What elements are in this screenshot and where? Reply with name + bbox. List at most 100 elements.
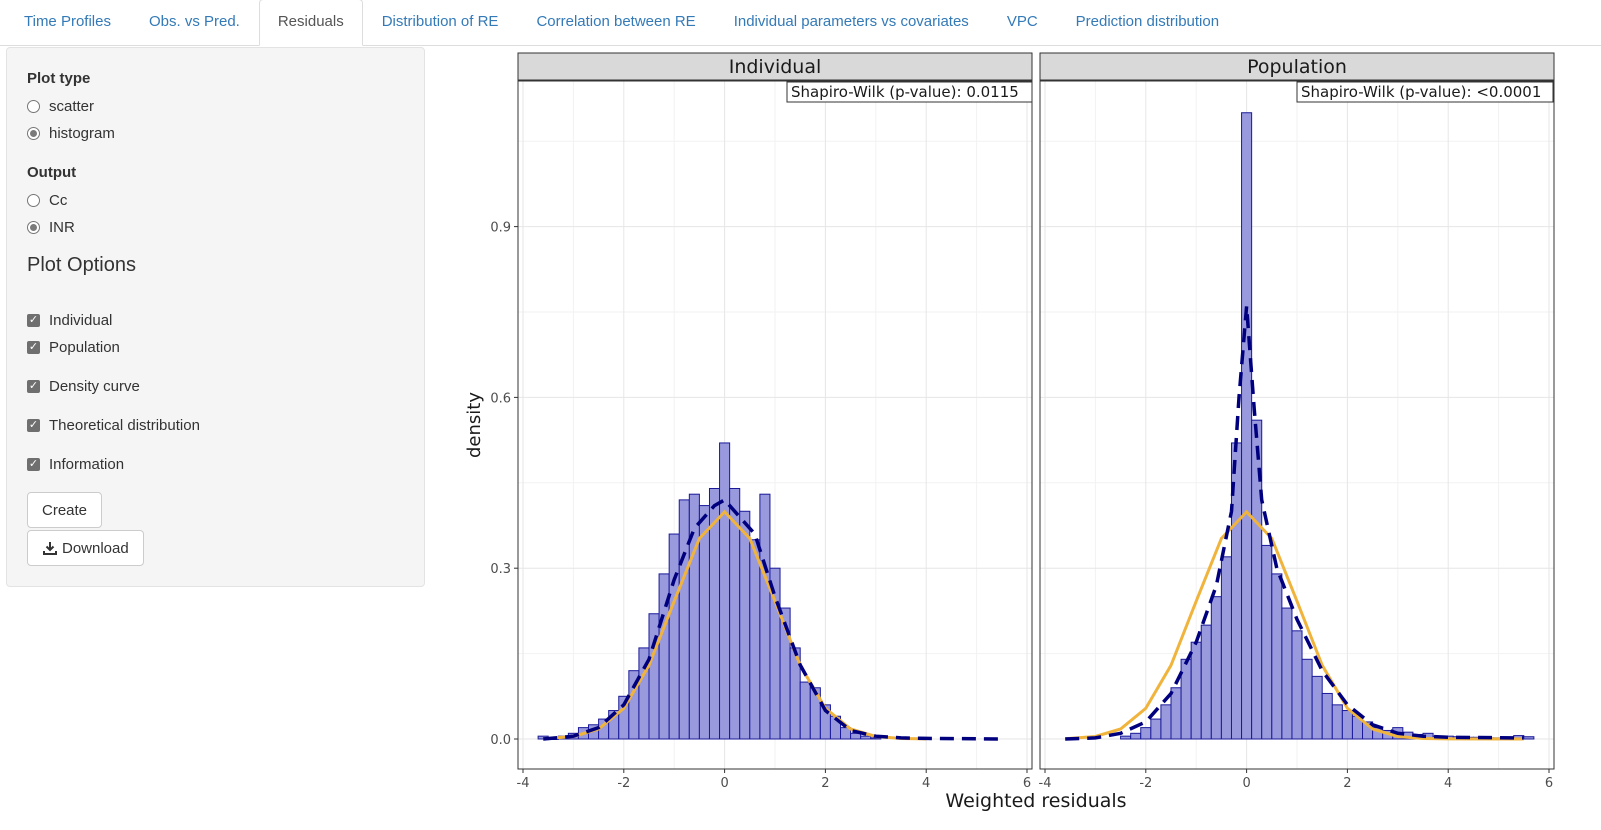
x-tick-label: 0 (720, 776, 728, 791)
radio-button[interactable] (27, 99, 40, 113)
radio-button[interactable] (27, 126, 40, 140)
histogram-bar (1180, 658, 1192, 740)
tab-vpc[interactable]: VPC (1006, 13, 1038, 30)
histogram-bar (1392, 727, 1404, 740)
radio-plot-type-scatter[interactable]: scatter (27, 96, 94, 116)
panel-border (1039, 80, 1555, 770)
histogram-bar (1301, 658, 1313, 740)
histogram-bar (708, 487, 721, 740)
y-axis-title: density (464, 392, 485, 458)
x-tick-label: -4 (1039, 776, 1052, 791)
density-curve (1065, 306, 1524, 741)
radio-label: histogram (49, 124, 115, 142)
histogram-bar (1251, 419, 1263, 740)
histogram-bar (618, 695, 630, 740)
x-tick-label: -2 (617, 776, 630, 791)
histogram-bar (1513, 735, 1525, 740)
histogram-bar (577, 727, 590, 740)
histogram-bar (809, 687, 821, 740)
histogram-bar (840, 727, 852, 740)
histogram-bar (1331, 704, 1343, 740)
histogram-bar (688, 493, 700, 740)
x-tick-label: 2 (821, 776, 829, 791)
histogram-bar (658, 573, 670, 740)
checkbox[interactable]: ✓ (27, 418, 40, 432)
histogram-bar (1422, 732, 1434, 740)
tab-individual-parameters-vs-covariates[interactable]: Individual parameters vs covariates (733, 13, 969, 30)
sidebar-panel: Plot type scatter histogram Output Cc IN… (6, 47, 425, 587)
x-tick-label: 6 (1545, 776, 1553, 791)
radio-button[interactable] (27, 220, 40, 234)
radio-button[interactable] (27, 193, 40, 207)
histogram-bar (588, 724, 600, 740)
histogram-bar (1462, 736, 1474, 740)
histogram-bar (1341, 710, 1353, 740)
checkbox-information[interactable]: ✓ Information (27, 454, 124, 474)
download-icon (42, 540, 58, 556)
histogram-bar (608, 710, 620, 740)
x-tick-label: -2 (1139, 776, 1152, 791)
plot-type-label: Plot type (27, 70, 91, 87)
histogram-bar (789, 647, 801, 740)
histogram-bar (729, 487, 741, 740)
tab-distribution-of-re[interactable]: Distribution of RE (381, 13, 499, 30)
histogram-bar (678, 499, 690, 740)
x-tick-label: 4 (1444, 776, 1452, 791)
histogram-bar (1372, 727, 1384, 740)
histogram-bar (1170, 687, 1182, 740)
facet-strip-label: Individual (729, 56, 822, 78)
tab-correlation-between-re[interactable]: Correlation between RE (536, 13, 696, 30)
tab-prediction-distribution[interactable]: Prediction distribution (1075, 13, 1220, 30)
density-curve (543, 497, 1002, 741)
histogram-bar (1412, 733, 1424, 740)
theoretical-distribution-curve (543, 509, 927, 741)
histogram-bar (769, 567, 781, 740)
checkbox-label: Population (49, 338, 120, 356)
output-label: Output (27, 164, 77, 181)
checkbox-label: Theoretical distribution (49, 416, 200, 434)
tab-residuals[interactable]: Residuals (258, 0, 363, 46)
histogram-bar (1523, 736, 1535, 740)
checkbox-population[interactable]: ✓ Population (27, 337, 120, 357)
checkbox-label: Information (49, 455, 125, 473)
histogram-bar (1130, 732, 1142, 740)
histogram-bar (1382, 729, 1394, 740)
checkbox[interactable]: ✓ (27, 313, 40, 327)
checkbox-density-curve[interactable]: ✓ Density curve (27, 376, 140, 396)
histogram-bar (829, 715, 842, 740)
histogram-bar (638, 647, 650, 740)
radio-output-inr[interactable]: INR (27, 217, 75, 237)
x-axis-title: Weighted residuals (945, 790, 1126, 812)
radio-label: Cc (49, 191, 68, 209)
histogram-bar (1241, 112, 1253, 740)
create-button[interactable]: Create (27, 492, 103, 528)
histogram-bar (870, 737, 882, 740)
checkbox-label: Individual (49, 311, 113, 329)
histogram-bar (759, 493, 771, 740)
histogram-bar (537, 735, 549, 740)
histogram-bar (1482, 737, 1495, 740)
histogram-bar (567, 732, 579, 740)
plot-options-heading: Plot Options (27, 254, 136, 276)
histogram-bar (1190, 641, 1202, 740)
y-tick-label: 0.3 (490, 562, 511, 577)
facet-strip-label: Population (1247, 56, 1347, 78)
checkbox-theoretical-distribution[interactable]: ✓ Theoretical distribution (27, 415, 200, 435)
histogram-bar (819, 704, 831, 740)
radio-output-cc[interactable]: Cc (27, 190, 67, 210)
histogram-bar (1321, 692, 1333, 740)
histogram-bar (698, 505, 710, 740)
histogram-bar (739, 510, 751, 740)
checkbox[interactable]: ✓ (27, 379, 40, 393)
histogram-bar (799, 681, 811, 740)
checkbox-individual[interactable]: ✓ Individual (27, 310, 112, 330)
histogram-bar (1160, 704, 1172, 740)
tab-obs-vs-pred[interactable]: Obs. vs Pred. (148, 13, 240, 30)
histogram-bar (1291, 630, 1303, 740)
tab-time-profiles[interactable]: Time Profiles (24, 13, 111, 30)
checkbox[interactable]: ✓ (27, 457, 40, 471)
histogram-bar (1452, 736, 1464, 740)
radio-plot-type-histogram[interactable]: histogram (27, 123, 115, 143)
checkbox[interactable]: ✓ (27, 340, 40, 354)
download-button[interactable]: Download (27, 530, 144, 566)
